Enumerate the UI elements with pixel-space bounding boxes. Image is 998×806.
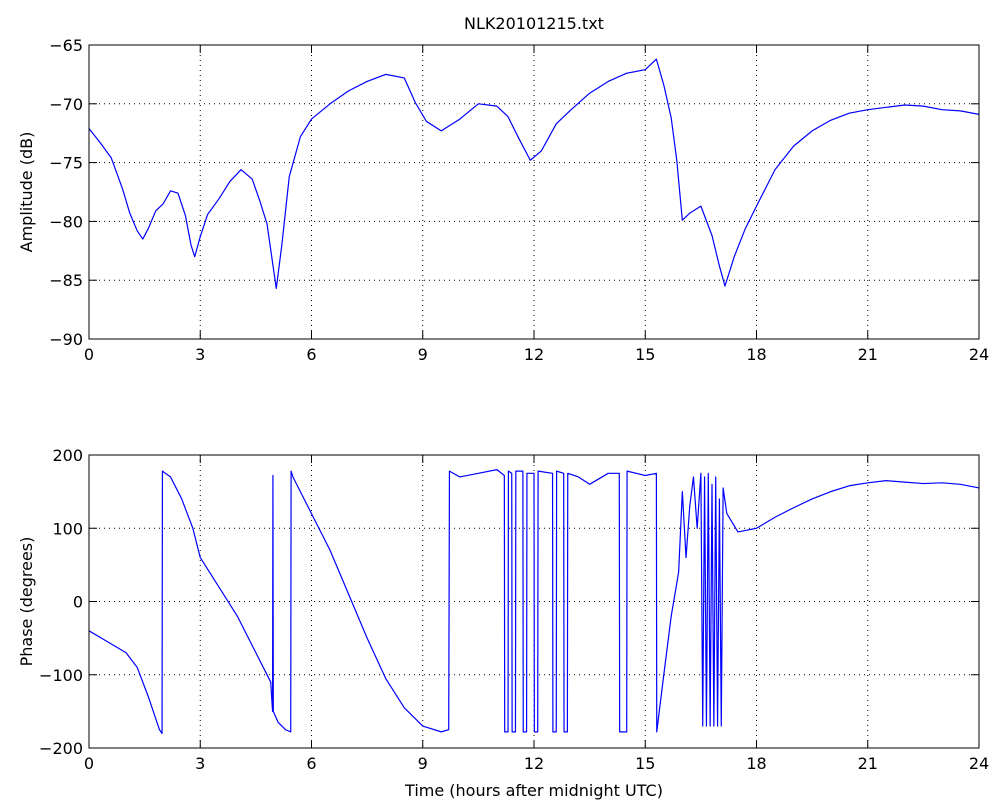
amplitude-xtick-label: 15: [635, 345, 655, 364]
amplitude-ytick-label: −70: [49, 95, 83, 114]
amplitude-xtick-label: 9: [418, 345, 428, 364]
phase-ylabel: Phase (degrees): [17, 537, 36, 667]
amplitude-xtick-label: 6: [306, 345, 316, 364]
amplitude-ytick-label: −75: [49, 154, 83, 173]
phase-xtick-label: 6: [306, 754, 316, 773]
amplitude-xtick-label: 12: [524, 345, 544, 364]
phase-ytick-label: −100: [39, 666, 83, 685]
phase-ytick-label: 100: [52, 519, 83, 538]
phase-panel: 0 3 6 9 12 15 18 21 24 −200 −100 0 100 200 Phase (degr…: [17, 446, 989, 800]
amplitude-ytick-label: −90: [49, 330, 83, 349]
phase-xtick-label: 3: [195, 754, 205, 773]
phase-ytick-label: 200: [52, 446, 83, 465]
amplitude-xtick-label: 3: [195, 345, 205, 364]
phase-xtick-label: 21: [858, 754, 878, 773]
amplitude-panel: 0 3 6 9 12 15 18 21 24 −90 −85 −80 −75 −70 −65 NLK20101…: [17, 14, 989, 364]
phase-xtick-label: 9: [418, 754, 428, 773]
phase-xlabel: Time (hours after midnight UTC): [404, 781, 663, 800]
amplitude-ylabel: Amplitude (dB): [17, 132, 36, 253]
amplitude-xtick-label: 18: [746, 345, 766, 364]
phase-xtick-label: 15: [635, 754, 655, 773]
phase-xtick-label: 12: [524, 754, 544, 773]
amplitude-ytick-label: −65: [49, 36, 83, 55]
phase-ytick-label: −200: [39, 739, 83, 758]
phase-xtick-label: 24: [969, 754, 989, 773]
amplitude-xtick-label: 24: [969, 345, 989, 364]
phase-ytick-label: 0: [73, 593, 83, 612]
amplitude-ytick-label: −85: [49, 271, 83, 290]
phase-xtick-label: 0: [84, 754, 94, 773]
phase-xtick-label: 18: [746, 754, 766, 773]
amplitude-title: NLK20101215.txt: [464, 14, 604, 33]
amplitude-xtick-label: 0: [84, 345, 94, 364]
amplitude-ytick-label: −80: [49, 212, 83, 231]
amplitude-series-line: [88, 58, 980, 290]
phase-series-line: [88, 469, 980, 734]
amplitude-xtick-label: 21: [858, 345, 878, 364]
